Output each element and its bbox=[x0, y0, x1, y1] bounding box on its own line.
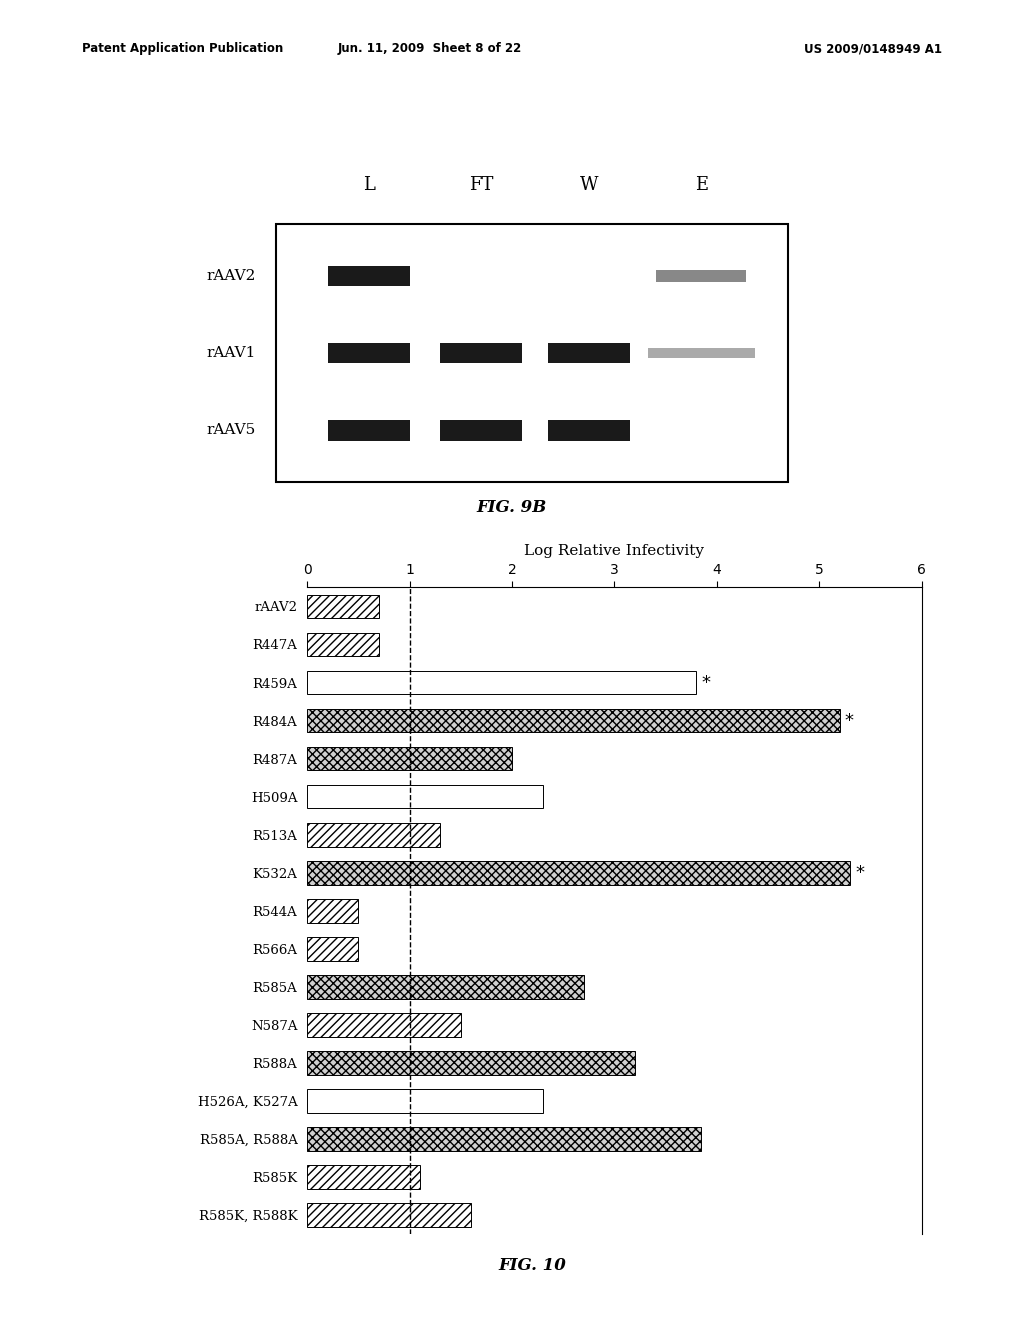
Bar bbox=[307, 1127, 701, 1151]
Bar bbox=[307, 747, 512, 771]
Bar bbox=[307, 937, 358, 961]
Text: FIG. 9B: FIG. 9B bbox=[477, 499, 547, 516]
Text: FIG. 10: FIG. 10 bbox=[499, 1257, 566, 1274]
Bar bbox=[307, 785, 543, 808]
Text: FT: FT bbox=[469, 176, 494, 194]
Text: US 2009/0148949 A1: US 2009/0148949 A1 bbox=[804, 42, 942, 55]
Text: rAAV2: rAAV2 bbox=[207, 269, 256, 282]
Bar bbox=[307, 1166, 420, 1189]
Bar bbox=[328, 265, 410, 286]
Text: *: * bbox=[855, 863, 864, 882]
Bar bbox=[307, 632, 379, 656]
Bar bbox=[307, 822, 440, 846]
Bar bbox=[307, 861, 850, 884]
X-axis label: Log Relative Infectivity: Log Relative Infectivity bbox=[524, 544, 705, 557]
Text: rAAV1: rAAV1 bbox=[207, 346, 256, 360]
Bar bbox=[648, 348, 755, 358]
Text: L: L bbox=[362, 176, 375, 194]
Bar bbox=[307, 1089, 543, 1113]
Bar bbox=[440, 420, 522, 441]
Bar bbox=[307, 899, 358, 923]
Text: rAAV5: rAAV5 bbox=[207, 424, 256, 437]
Bar bbox=[307, 975, 584, 999]
Bar bbox=[307, 709, 840, 733]
Text: Patent Application Publication: Patent Application Publication bbox=[82, 42, 284, 55]
Text: E: E bbox=[695, 176, 708, 194]
Bar bbox=[307, 1051, 635, 1074]
Bar bbox=[328, 343, 410, 363]
Text: *: * bbox=[701, 673, 711, 692]
Text: *: * bbox=[845, 711, 854, 730]
Bar bbox=[328, 420, 410, 441]
Bar bbox=[656, 269, 746, 282]
Bar bbox=[548, 343, 630, 363]
Bar bbox=[307, 1014, 461, 1036]
Text: W: W bbox=[580, 176, 598, 194]
Bar bbox=[307, 1204, 471, 1228]
Bar bbox=[548, 420, 630, 441]
Bar bbox=[440, 343, 522, 363]
Text: Jun. 11, 2009  Sheet 8 of 22: Jun. 11, 2009 Sheet 8 of 22 bbox=[338, 42, 522, 55]
Bar bbox=[307, 594, 379, 618]
Bar bbox=[307, 671, 696, 694]
